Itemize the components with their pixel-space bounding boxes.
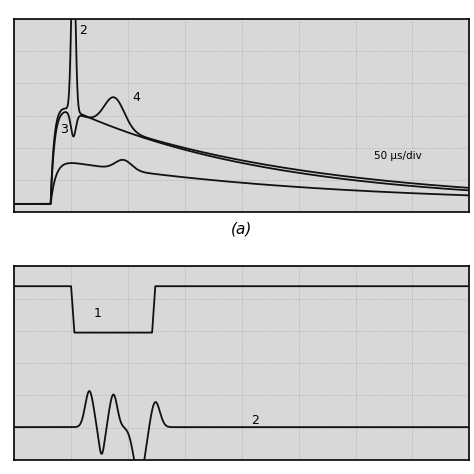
Text: 3: 3 [60,123,68,137]
Text: 1: 1 [94,307,102,320]
Text: 2: 2 [251,414,259,427]
Text: 2: 2 [79,24,87,37]
Text: (a): (a) [231,221,253,237]
Text: 4: 4 [133,91,140,104]
Text: 50 μs/div: 50 μs/div [374,151,421,161]
